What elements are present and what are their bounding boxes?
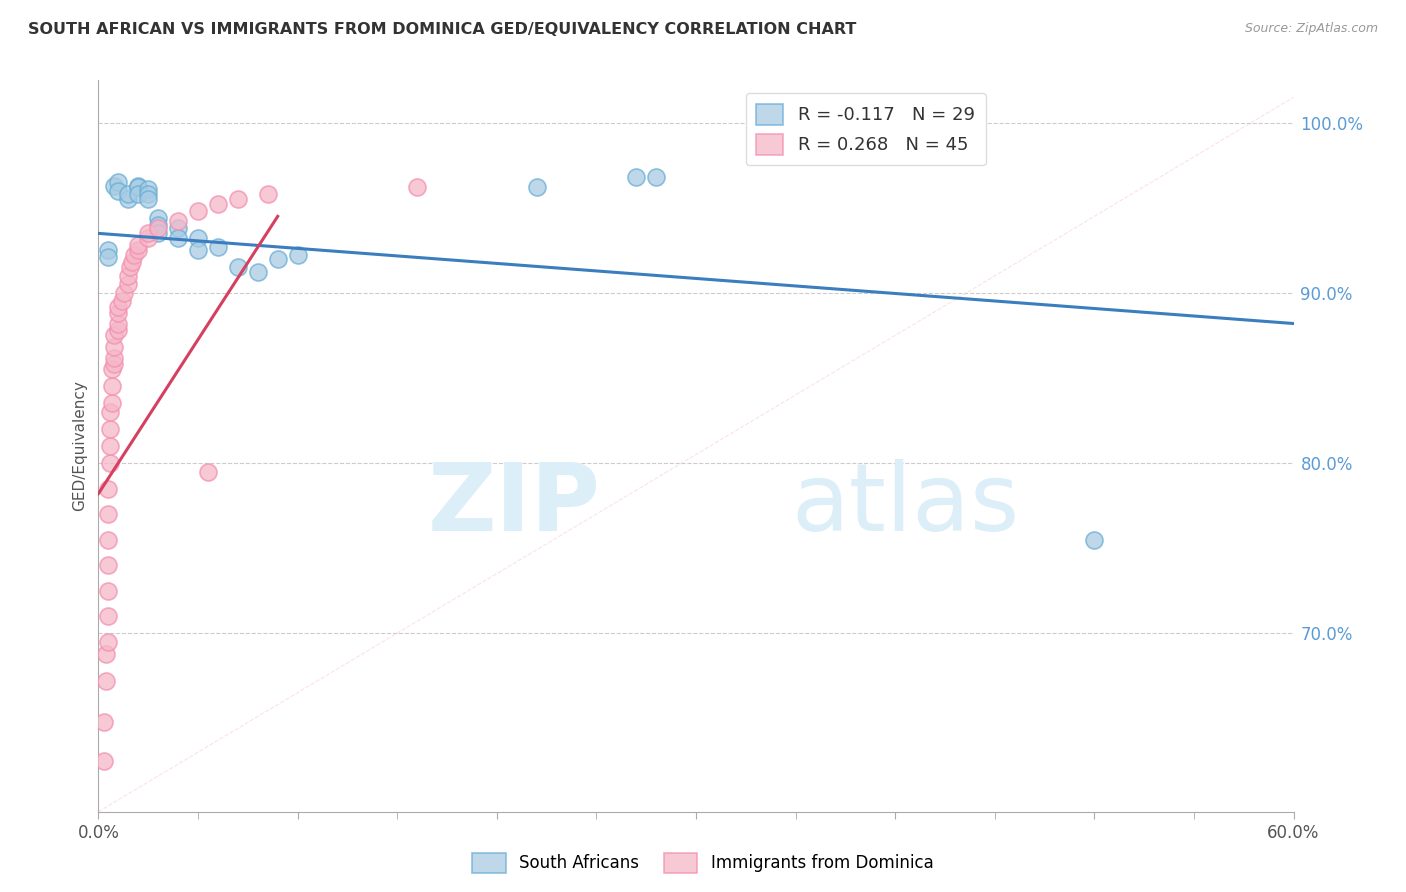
Point: [207, 197, 229, 211]
Point: [148, 218, 170, 232]
Point: [98, 405, 122, 419]
Legend: R = -0.117   N = 29, R = 0.268   N = 45: R = -0.117 N = 29, R = 0.268 N = 45: [745, 93, 986, 165]
Point: [148, 211, 170, 225]
Point: [93, 754, 115, 768]
Point: [117, 277, 139, 292]
Point: [645, 170, 668, 185]
Point: [187, 204, 209, 219]
Point: [148, 227, 170, 241]
Point: [93, 714, 115, 729]
Point: [127, 187, 149, 202]
Point: [107, 306, 129, 320]
Point: [98, 439, 122, 453]
Point: [98, 456, 122, 470]
Y-axis label: GED/Equivalency: GED/Equivalency: [72, 381, 87, 511]
Point: [406, 180, 429, 194]
Point: [226, 260, 249, 275]
Point: [136, 187, 159, 202]
Point: [526, 180, 548, 194]
Point: [167, 231, 190, 245]
Point: [97, 609, 120, 624]
Point: [207, 240, 229, 254]
Point: [107, 317, 129, 331]
Point: [136, 182, 159, 196]
Point: [97, 558, 120, 572]
Point: [167, 214, 190, 228]
Point: [117, 187, 139, 202]
Point: [112, 285, 135, 300]
Point: [124, 248, 146, 262]
Point: [136, 227, 159, 241]
Point: [148, 221, 170, 235]
Point: [127, 180, 149, 194]
Point: [626, 170, 648, 185]
Point: [101, 396, 124, 410]
Point: [97, 583, 120, 598]
Point: [121, 255, 143, 269]
Point: [103, 340, 125, 354]
Point: [197, 465, 219, 479]
Point: [256, 187, 278, 202]
Point: [111, 294, 134, 309]
Point: [98, 422, 122, 436]
Point: [1083, 533, 1105, 547]
Point: [103, 357, 125, 371]
Point: [103, 351, 125, 365]
Text: atlas: atlas: [792, 458, 1019, 550]
Legend: South Africans, Immigrants from Dominica: South Africans, Immigrants from Dominica: [465, 847, 941, 880]
Point: [96, 647, 118, 661]
Point: [167, 221, 190, 235]
Point: [226, 192, 249, 206]
Point: [107, 184, 129, 198]
Point: [97, 244, 120, 258]
Point: [107, 175, 129, 189]
Text: SOUTH AFRICAN VS IMMIGRANTS FROM DOMINICA GED/EQUIVALENCY CORRELATION CHART: SOUTH AFRICAN VS IMMIGRANTS FROM DOMINIC…: [28, 22, 856, 37]
Point: [101, 362, 124, 376]
Point: [97, 634, 120, 648]
Point: [96, 673, 118, 688]
Point: [287, 248, 309, 262]
Point: [103, 328, 125, 343]
Point: [136, 192, 159, 206]
Point: [97, 250, 120, 264]
Point: [187, 231, 209, 245]
Point: [97, 507, 120, 521]
Point: [117, 268, 139, 283]
Point: [107, 323, 129, 337]
Point: [127, 244, 149, 258]
Point: [117, 192, 139, 206]
Point: [127, 178, 149, 193]
Point: [120, 260, 142, 275]
Point: [136, 231, 159, 245]
Text: ZIP: ZIP: [427, 458, 600, 550]
Point: [101, 379, 124, 393]
Point: [127, 238, 149, 252]
Point: [246, 265, 269, 279]
Point: [267, 252, 290, 266]
Text: Source: ZipAtlas.com: Source: ZipAtlas.com: [1244, 22, 1378, 36]
Point: [97, 533, 120, 547]
Point: [187, 244, 209, 258]
Point: [107, 300, 129, 314]
Point: [97, 482, 120, 496]
Point: [103, 178, 125, 193]
